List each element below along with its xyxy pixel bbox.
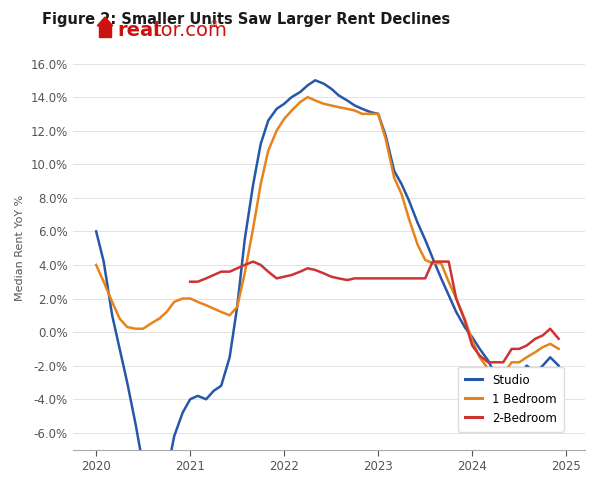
Text: tor.com: tor.com [153,21,227,40]
Text: real: real [117,21,160,40]
Text: Figure 2: Smaller Units Saw Larger Rent Declines: Figure 2: Smaller Units Saw Larger Rent … [42,12,450,27]
Text: ®: ® [210,20,218,29]
Legend: Studio, 1 Bedroom, 2-Bedroom: Studio, 1 Bedroom, 2-Bedroom [458,366,564,431]
Y-axis label: Median Rent YoY %: Median Rent YoY % [15,195,25,301]
